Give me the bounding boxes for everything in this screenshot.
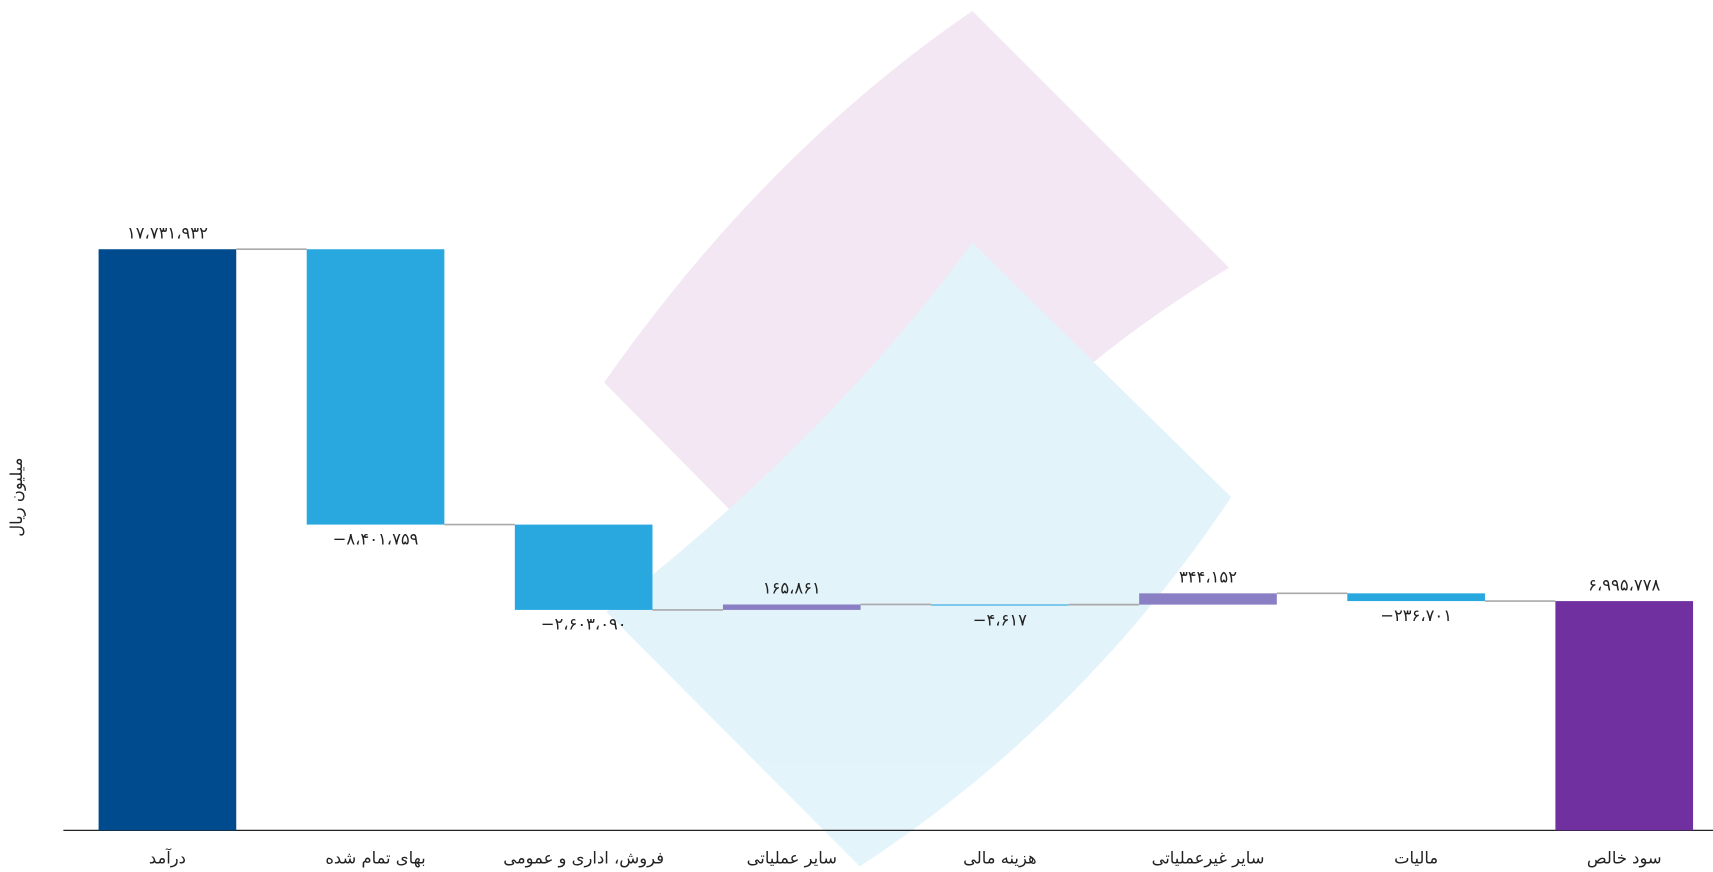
x-tick-label: سایر عملیاتی (747, 848, 837, 868)
watermark-shape (606, 242, 1232, 867)
x-tick-label: بهای تمام شده (325, 848, 425, 868)
x-tick-label: سایر غیرعملیاتی (1152, 848, 1265, 868)
bar (1139, 593, 1277, 605)
data-label: ۳۴۴،۱۵۲ (1179, 568, 1237, 587)
bar (98, 249, 237, 831)
data-label: ۱۶۵،۸۶۱ (763, 579, 821, 598)
watermark (604, 11, 1232, 867)
y-axis-label: میلیون ریال (7, 458, 27, 537)
bar (1347, 593, 1485, 602)
x-tick-label: درآمد (149, 848, 186, 868)
data-label: ۶،۹۹۵،۷۷۸ (1588, 575, 1660, 594)
data-label: −۲۳۶،۷۰۱ (1380, 606, 1452, 625)
data-label: −۲،۶۰۳،۰۹۰ (541, 615, 627, 634)
data-label: ۱۷،۷۳۱،۹۳۲ (127, 223, 208, 242)
data-label: −۴،۶۱۷ (973, 610, 1027, 629)
x-tick-label: مالیات (1394, 848, 1438, 867)
bar (931, 604, 1069, 606)
x-tick-label: سود خالص (1587, 848, 1662, 868)
x-tick-label: فروش، اداری و عمومی (503, 848, 664, 868)
bar (1555, 601, 1694, 831)
bar (514, 524, 653, 610)
data-label: −۸،۴۰۱،۷۵۹ (333, 529, 419, 548)
bar (722, 604, 861, 610)
bar (306, 249, 445, 525)
x-tick-label: هزینه مالی (963, 848, 1037, 868)
